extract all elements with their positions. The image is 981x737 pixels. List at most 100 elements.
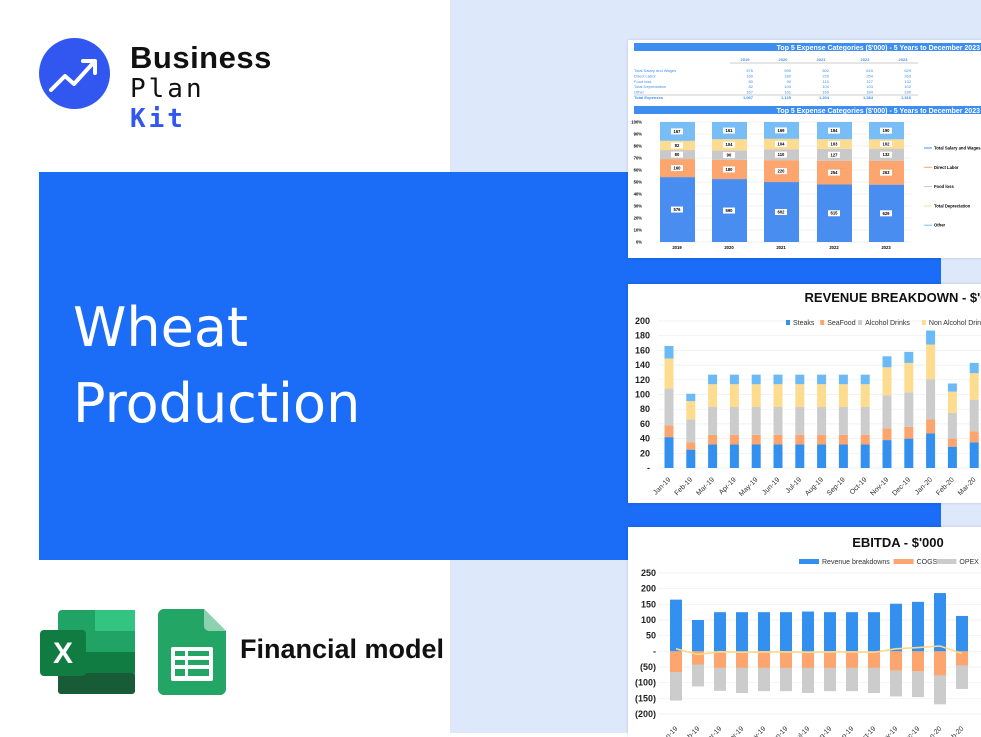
x-tick-label: Mar-20 bbox=[957, 476, 978, 497]
legend-swatch bbox=[786, 320, 790, 325]
legend-label: Food loss bbox=[934, 184, 954, 189]
bar-segment bbox=[926, 330, 936, 345]
bar-segment bbox=[860, 434, 870, 445]
data-label: 167 bbox=[674, 129, 682, 134]
revenue-breakdown-card: REVENUE BREAKDOWN - $'0 - 20 40 60 80 100 120 14… bbox=[628, 284, 981, 503]
bar-segment bbox=[969, 399, 979, 432]
data-label-box bbox=[828, 127, 840, 134]
bar-segment bbox=[890, 603, 902, 652]
data-label-box bbox=[775, 151, 787, 158]
bar-segment bbox=[758, 651, 770, 668]
x-tick-label: 2021 bbox=[776, 245, 786, 250]
y-tick-label: 200 bbox=[635, 316, 650, 326]
bar-segment bbox=[838, 434, 848, 445]
bar-segment bbox=[926, 344, 936, 380]
y-tick-label: 180 bbox=[635, 331, 650, 341]
bar-segment bbox=[846, 651, 858, 668]
bar-segment bbox=[686, 442, 696, 450]
bar-segment bbox=[838, 374, 848, 385]
data-label-box bbox=[880, 169, 892, 176]
x-tick-label: Oct-19 bbox=[849, 476, 869, 496]
data-label: 184 bbox=[831, 128, 839, 133]
data-label-box bbox=[671, 165, 683, 172]
data-label-box bbox=[828, 169, 840, 176]
bar-segment bbox=[969, 442, 979, 468]
bar-segment bbox=[664, 345, 674, 359]
legend-label: OPEX bbox=[959, 559, 979, 566]
data-label-box bbox=[671, 206, 683, 213]
table-cell: 180 bbox=[784, 73, 791, 78]
bar-segment bbox=[714, 612, 726, 652]
table-total-cell: 1,204 bbox=[819, 95, 830, 100]
bar-segment bbox=[773, 444, 783, 468]
table-cell: 104 bbox=[784, 84, 791, 89]
y-tick-label: (200) bbox=[635, 709, 656, 719]
table-total-cell: 1,067 bbox=[743, 95, 754, 100]
table-title-bar bbox=[634, 43, 981, 51]
data-label-box bbox=[723, 166, 735, 173]
bar-segment bbox=[947, 391, 957, 413]
x-tick-label: Jun-19 bbox=[761, 476, 781, 496]
bar-segment bbox=[714, 651, 726, 668]
data-label: 180 bbox=[726, 167, 734, 172]
bar-segment bbox=[882, 395, 892, 429]
bar-segment bbox=[817, 384, 827, 407]
y-tick-label: 50 bbox=[646, 631, 656, 641]
x-tick-label: Aug-19 bbox=[812, 725, 833, 737]
bar-segment bbox=[802, 651, 814, 668]
bar-segment bbox=[729, 406, 739, 435]
bar-segment bbox=[969, 431, 979, 443]
bar-segment bbox=[751, 406, 761, 435]
data-label: 169 bbox=[778, 128, 786, 133]
data-label: 90 bbox=[727, 153, 732, 158]
data-label-box bbox=[775, 141, 787, 148]
data-label: 263 bbox=[883, 170, 891, 175]
bar-segment bbox=[664, 425, 674, 438]
table-cell: 169 bbox=[822, 90, 829, 95]
table-cell: 590 bbox=[784, 68, 791, 73]
table-cell: 190 bbox=[904, 90, 911, 95]
data-label-box bbox=[775, 168, 787, 175]
data-label: 220 bbox=[778, 169, 786, 174]
x-tick-label: Sep-19 bbox=[834, 725, 855, 737]
bar-segment bbox=[708, 444, 718, 468]
y-tick-label: 0% bbox=[636, 240, 642, 245]
data-label: 103 bbox=[831, 142, 839, 147]
table-header: 2020 bbox=[779, 57, 789, 62]
x-tick-label: Nov-19 bbox=[878, 725, 899, 737]
data-label: 160 bbox=[674, 166, 682, 171]
bar-segment bbox=[947, 438, 957, 447]
data-label: 110 bbox=[778, 152, 785, 157]
table-cell: 103 bbox=[866, 84, 873, 89]
data-label-box bbox=[671, 142, 683, 149]
data-label-box bbox=[775, 209, 787, 216]
bar-segment bbox=[736, 612, 748, 652]
bar-segment bbox=[729, 444, 739, 468]
bar-segment bbox=[838, 444, 848, 468]
bar-segment bbox=[795, 406, 805, 435]
table-cell: 104 bbox=[822, 84, 829, 89]
y-tick-label: 80% bbox=[634, 144, 643, 149]
bar-segment bbox=[934, 675, 946, 705]
bar-segment bbox=[846, 612, 858, 652]
data-label: 161 bbox=[726, 128, 734, 133]
x-tick-label: Dec-19 bbox=[891, 476, 912, 497]
table-row-label: Food loss bbox=[634, 79, 651, 84]
y-tick-label: 90% bbox=[634, 132, 643, 137]
bar-segment bbox=[751, 384, 761, 407]
bar-segment bbox=[934, 593, 946, 652]
financial-model-label: Financial model bbox=[240, 634, 445, 664]
y-tick-label: 20 bbox=[640, 448, 650, 458]
data-label: 80 bbox=[675, 152, 680, 157]
data-label-box bbox=[880, 151, 892, 158]
data-label-box bbox=[880, 140, 892, 147]
expense-chart: Top 5 Expense Categories ($'000) - 5 Yea… bbox=[631, 43, 981, 250]
bar-segment bbox=[795, 444, 805, 468]
data-label-box bbox=[880, 210, 892, 217]
legend-label: Total Depreciation bbox=[934, 203, 971, 208]
page-title: Wheat Production bbox=[73, 290, 360, 442]
table-header: 2023 bbox=[899, 57, 909, 62]
x-tick-label: Mar-19 bbox=[695, 476, 716, 497]
x-tick-label: Jan-19 bbox=[652, 476, 672, 496]
x-tick-label: 2023 bbox=[881, 245, 891, 250]
